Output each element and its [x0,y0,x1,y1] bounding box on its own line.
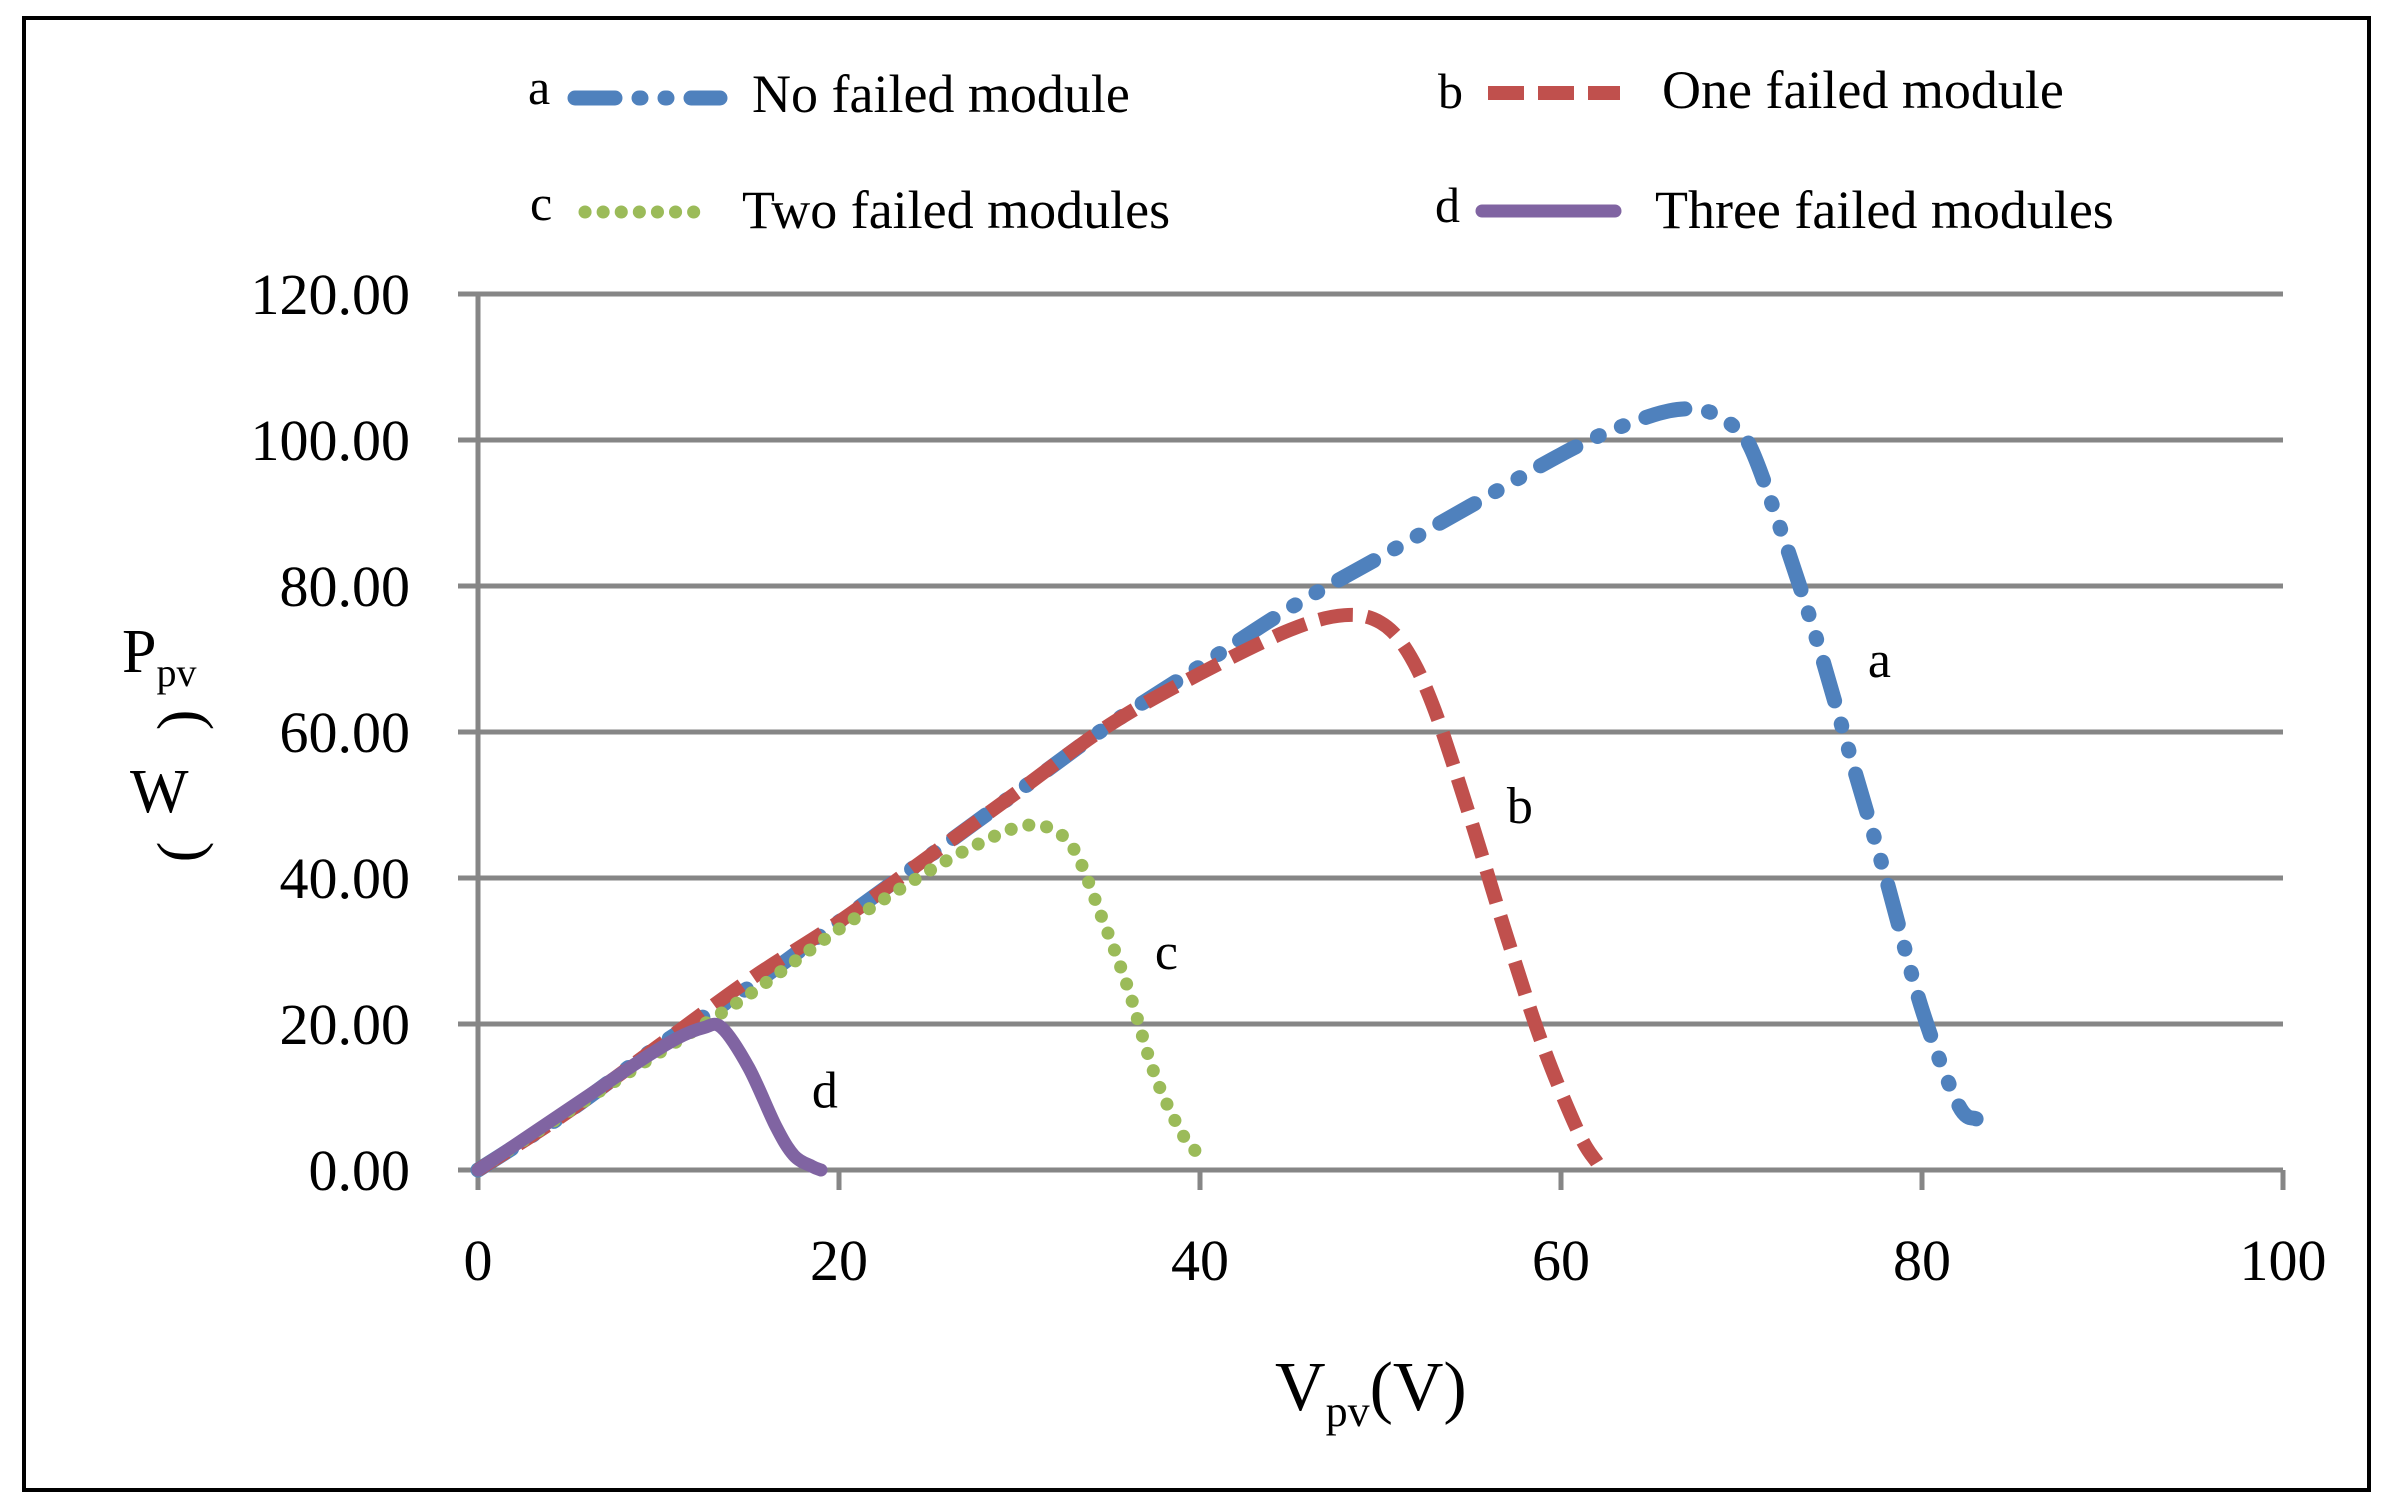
x-tick-label-100: 100 [2240,1228,2327,1293]
x-tick-label-20: 20 [810,1228,868,1293]
y-axis-unit-letter: W [130,758,189,826]
legend-label-a: No failed module [752,64,1130,124]
y-tick-label-80: 80.00 [280,554,411,619]
legend-entry-d: d Three failed modules [1435,177,2114,240]
x-tick-labels: 0 20 40 60 80 100 [464,1228,2327,1293]
y-tick-label-120: 120.00 [251,262,411,327]
x-axis-title-unit: (V) [1370,1349,1467,1426]
legend: a No failed module b One failed module c… [528,59,2114,240]
curve-label-c: c [1155,924,1178,981]
legend-letter-b: b [1438,63,1463,119]
y-tick-label-100: 100.00 [251,408,411,473]
y-tick-label-20: 20.00 [280,992,411,1057]
y-tick-label-60: 60.00 [280,700,411,765]
curve-label-a: a [1868,632,1891,689]
gridlines [458,291,2283,1027]
series-line-d [471,1017,828,1177]
x-tick-label-40: 40 [1171,1228,1229,1293]
legend-letter-d: d [1435,177,1460,233]
curve-label-d: d [812,1063,838,1120]
svg-text:Ppv: Ppv [122,618,196,695]
y-axis-title-main: P [122,618,156,686]
series-line-b [474,607,1604,1176]
series-lines [470,401,1984,1178]
series-line-a [470,401,1984,1178]
x-tick-label-0: 0 [464,1228,493,1293]
y-tick-labels: 0.00 20.00 40.00 60.00 80.00 100.00 120.00 [251,262,411,1203]
x-axis-title: Vpv(V) [1275,1349,1467,1436]
legend-entry-b: b One failed module [1438,60,2064,120]
x-tick-label-60: 60 [1532,1228,1590,1293]
axes [458,291,2286,1190]
y-tick-label-40: 40.00 [280,846,411,911]
curve-label-b: b [1507,778,1533,835]
legend-label-d: Three failed modules [1655,180,2114,240]
legend-label-c: Two failed modules [742,180,1170,240]
svg-text:Vpv(V): Vpv(V) [1275,1349,1467,1436]
y-tick-label-0: 0.00 [309,1138,411,1203]
legend-letter-a: a [528,59,550,115]
y-axis-unit-open: ( [156,710,224,731]
curve-labels: a b c d [812,632,1891,1120]
legend-entry-c: c Two failed modules [530,175,1170,240]
legend-entry-a: a No failed module [528,59,1130,124]
y-axis-title: Ppv ( W ) [122,618,224,862]
legend-label-b: One failed module [1662,60,2064,120]
y-axis-unit-close: ) [156,842,224,863]
y-axis-title-sub: pv [156,650,196,695]
x-tick-label-80: 80 [1893,1228,1951,1293]
x-axis-title-main: V [1275,1349,1326,1426]
x-axis-title-sub: pv [1326,1387,1370,1436]
chart-frame [22,16,2371,1492]
legend-letter-c: c [530,175,552,231]
